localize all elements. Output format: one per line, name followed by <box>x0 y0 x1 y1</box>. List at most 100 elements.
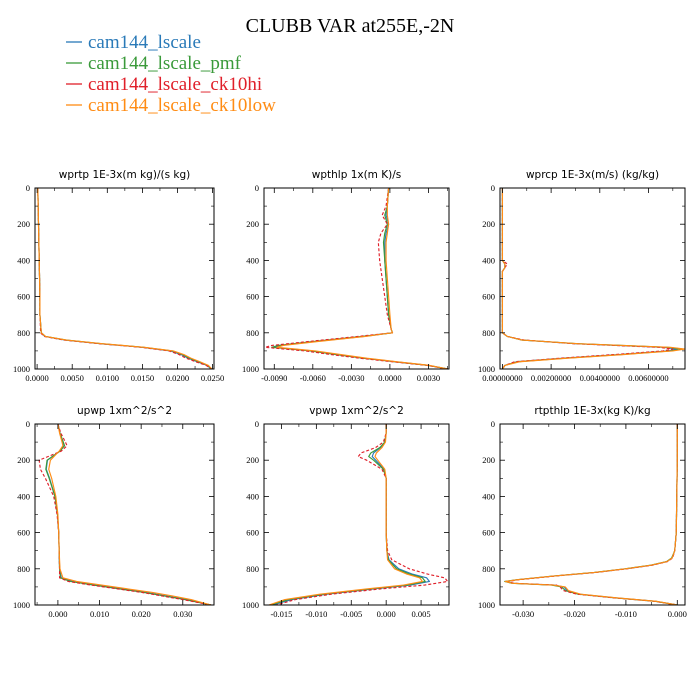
y-tick-label: 600 <box>246 528 259 538</box>
x-tick-label: 0.0000 <box>25 373 48 383</box>
legend-label: cam144_lscale <box>88 32 201 53</box>
legend: cam144_lscalecam144_lscale_pmfcam144_lsc… <box>66 32 276 116</box>
series-line <box>271 188 448 369</box>
x-tick-label: -0.005 <box>340 609 362 619</box>
figure-title: CLUBB VAR at255E,-2N <box>246 15 455 37</box>
x-tick-label: 0.020 <box>132 609 151 619</box>
y-tick-label: 400 <box>482 255 495 265</box>
series-group <box>268 424 449 605</box>
x-tick-label: 0.0150 <box>131 373 154 383</box>
y-tick-label: 800 <box>482 564 495 574</box>
y-tick-label: 0 <box>26 419 30 429</box>
series-line <box>45 424 212 605</box>
y-tick-label: 400 <box>482 491 495 501</box>
series-group <box>501 188 685 369</box>
series-line <box>37 188 212 369</box>
y-tick-label: 800 <box>246 328 259 338</box>
series-line <box>272 424 431 605</box>
x-tick-label: -0.0060 <box>300 373 326 383</box>
y-tick-label: 600 <box>17 528 30 538</box>
chart-panel: wpthlp 1x(m K)/s 0 200 400 600 800 1000-0.0090… <box>242 169 450 383</box>
x-tick-label: 0.010 <box>90 609 109 619</box>
y-tick-label: 200 <box>17 455 30 465</box>
plot-frame <box>263 187 450 370</box>
series-line <box>48 424 212 605</box>
y-tick-label: 1000 <box>478 364 495 374</box>
y-tick-label: 800 <box>482 328 495 338</box>
x-tick-label: 0.00200000 <box>531 373 571 383</box>
y-tick-label: 0 <box>491 183 495 193</box>
x-tick-label: 0.00000000 <box>482 373 522 383</box>
series-line <box>501 188 685 369</box>
y-tick-label: 200 <box>246 455 259 465</box>
y-tick-label: 200 <box>246 219 259 229</box>
series-group <box>37 188 213 369</box>
y-tick-label: 1000 <box>13 600 30 610</box>
x-tick-label: -0.030 <box>512 609 534 619</box>
series-line <box>268 424 424 605</box>
x-tick-label: -0.010 <box>305 609 327 619</box>
legend-entry: cam144_lscale <box>66 32 201 53</box>
x-tick-label: -0.020 <box>564 609 586 619</box>
legend-entry: cam144_lscale_ck10hi <box>66 74 262 95</box>
x-tick-label: 0.0050 <box>61 373 84 383</box>
legend-label: cam144_lscale_ck10low <box>88 95 276 116</box>
chart-panel: wprtp 1E-3x(m kg)/(s kg) 0 200 400 600 800 100… <box>13 169 224 383</box>
panel-title: wprcp 1E-3x(m/s) (kg/kg) <box>526 169 659 181</box>
plot-frame <box>34 187 215 370</box>
y-tick-label: 600 <box>482 292 495 302</box>
y-tick-label: 800 <box>17 564 30 574</box>
x-tick-label: 0.000 <box>48 609 67 619</box>
y-tick-label: 600 <box>482 528 495 538</box>
panel-title: wprtp 1E-3x(m kg)/(s kg) <box>59 169 190 181</box>
x-tick-label: -0.0090 <box>261 373 287 383</box>
series-group <box>504 424 678 605</box>
series-group <box>38 424 212 605</box>
series-line <box>501 188 679 369</box>
y-tick-label: 0 <box>255 419 259 429</box>
chart-panel: wprcp 1E-3x(m/s) (kg/kg) 0 200 400 600 800 100… <box>478 169 686 383</box>
y-tick-label: 200 <box>17 219 30 229</box>
y-tick-label: 800 <box>246 564 259 574</box>
panel-title: rtpthlp 1E-3x(kg K)/kg <box>534 405 650 417</box>
series-line <box>37 188 213 369</box>
y-tick-label: 0 <box>26 183 30 193</box>
y-tick-label: 0 <box>491 419 495 429</box>
y-tick-label: 400 <box>246 491 259 501</box>
panels: wprtp 1E-3x(m kg)/(s kg) 0 200 400 600 800 100… <box>13 169 687 619</box>
x-tick-label: 0.0250 <box>201 373 224 383</box>
series-line <box>37 188 213 369</box>
y-tick-label: 0 <box>255 183 259 193</box>
legend-label: cam144_lscale_pmf <box>88 53 242 74</box>
x-tick-label: 0.00600000 <box>628 373 668 383</box>
x-tick-label: 0.000 <box>377 609 396 619</box>
series-line <box>501 188 684 369</box>
series-group <box>264 188 448 369</box>
x-tick-label: 0.0200 <box>166 373 189 383</box>
series-line <box>45 424 212 605</box>
y-tick-label: 400 <box>17 255 30 265</box>
x-tick-label: -0.010 <box>615 609 637 619</box>
series-line <box>264 188 448 369</box>
series-line <box>37 188 212 369</box>
x-tick-label: 0.030 <box>173 609 192 619</box>
series-line <box>504 424 678 605</box>
series-line <box>501 188 674 369</box>
legend-entry: cam144_lscale_pmf <box>66 53 242 74</box>
x-tick-label: 0.0000 <box>378 373 401 383</box>
x-tick-label: -0.015 <box>270 609 292 619</box>
series-line <box>273 188 448 369</box>
plot-frame <box>499 423 686 606</box>
x-tick-label: 0.005 <box>412 609 431 619</box>
y-tick-label: 400 <box>246 255 259 265</box>
legend-label: cam144_lscale_ck10hi <box>88 74 262 95</box>
y-tick-label: 200 <box>482 455 495 465</box>
y-tick-label: 1000 <box>13 364 30 374</box>
legend-entry: cam144_lscale_ck10low <box>66 95 276 116</box>
x-tick-label: 0.0100 <box>96 373 119 383</box>
y-tick-label: 600 <box>246 292 259 302</box>
chart-panel: upwp 1xm^2/s^2 0 200 400 600 800 1000 0.000 0.01… <box>13 405 215 619</box>
panel-title: wpthlp 1x(m K)/s <box>312 169 402 181</box>
chart-panel: vpwp 1xm^2/s^2 0 200 400 600 800 1000 -0.015 -0.… <box>242 405 450 619</box>
